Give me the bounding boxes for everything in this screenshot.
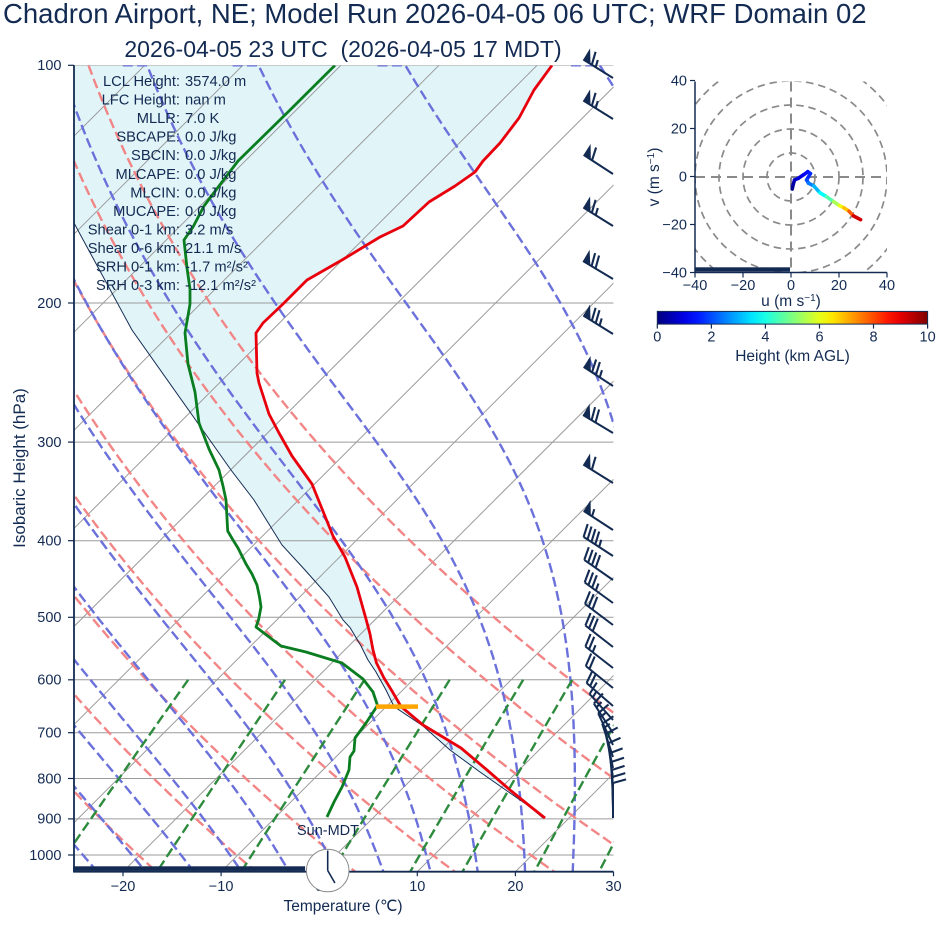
svg-text:100: 100	[37, 58, 61, 74]
svg-text:600: 600	[37, 673, 61, 689]
svg-text:LCL Height:: LCL Height:	[103, 74, 180, 90]
svg-text:10: 10	[409, 879, 425, 895]
svg-text:300: 300	[37, 435, 61, 451]
svg-text:MUCAPE:: MUCAPE:	[113, 204, 180, 220]
svg-text:0: 0	[679, 169, 687, 185]
svg-text:800: 800	[37, 771, 61, 787]
svg-text:7.0 K: 7.0 K	[185, 111, 219, 127]
svg-text:2: 2	[707, 330, 715, 346]
svg-text:Shear 0-1 km:: Shear 0-1 km:	[88, 222, 180, 238]
svg-text:20: 20	[507, 879, 523, 895]
svg-text:10: 10	[920, 330, 936, 346]
svg-text:MLLR:: MLLR:	[137, 111, 180, 127]
svg-text:0.0 J/kg: 0.0 J/kg	[185, 148, 236, 164]
svg-text:700: 700	[37, 726, 61, 742]
svg-text:−20: −20	[731, 278, 756, 294]
svg-text:-12.1 m²/s²: -12.1 m²/s²	[185, 278, 256, 294]
svg-text:Temperature (℃): Temperature (℃)	[283, 898, 402, 915]
svg-text:nan m: nan m	[185, 93, 226, 109]
svg-text:3.2 m/s: 3.2 m/s	[185, 222, 233, 238]
svg-text:20: 20	[671, 121, 687, 137]
svg-text:0.0 J/kg: 0.0 J/kg	[185, 185, 236, 201]
svg-text:Height (km AGL): Height (km AGL)	[735, 348, 850, 365]
svg-text:0: 0	[787, 278, 795, 294]
svg-text:0.0 J/kg: 0.0 J/kg	[185, 130, 236, 146]
svg-text:SBCIN:: SBCIN:	[131, 148, 180, 164]
svg-text:−20: −20	[111, 879, 136, 895]
svg-text:6: 6	[815, 330, 823, 346]
svg-text:−10: −10	[209, 879, 234, 895]
svg-text:MLCAPE:: MLCAPE:	[116, 167, 180, 183]
svg-text:−20: −20	[662, 217, 687, 233]
svg-text:Sun-MDT: Sun-MDT	[297, 823, 359, 839]
svg-text:Isobaric Height (hPa): Isobaric Height (hPa)	[10, 388, 29, 548]
svg-text:1000: 1000	[29, 848, 61, 864]
svg-text:SRH 0-1 km:: SRH 0-1 km:	[96, 260, 180, 276]
svg-text:3574.0 m: 3574.0 m	[185, 74, 246, 90]
svg-text:40: 40	[671, 73, 687, 89]
svg-text:30: 30	[605, 879, 621, 895]
svg-text:LFC Height:: LFC Height:	[102, 93, 180, 109]
svg-text:40: 40	[879, 278, 895, 294]
svg-text:0: 0	[653, 330, 661, 346]
svg-text:21.1 m/s: 21.1 m/s	[185, 241, 241, 257]
svg-text:8: 8	[869, 330, 877, 346]
svg-text:SRH 0-3 km:: SRH 0-3 km:	[96, 278, 180, 294]
svg-text:20: 20	[831, 278, 847, 294]
svg-text:900: 900	[37, 812, 61, 828]
svg-text:2026-04-05 23 UTC (2026-04-05: 2026-04-05 23 UTC (2026-04-05 17 MDT)	[124, 36, 561, 62]
svg-text:MLCIN:: MLCIN:	[130, 185, 180, 201]
svg-text:−40: −40	[683, 278, 708, 294]
svg-text:500: 500	[37, 610, 61, 626]
svg-text:200: 200	[37, 296, 61, 312]
svg-text:4: 4	[761, 330, 769, 346]
svg-text:0.0 J/kg: 0.0 J/kg	[185, 204, 236, 220]
svg-text:400: 400	[37, 534, 61, 550]
svg-text:−40: −40	[662, 265, 687, 281]
svg-text:Shear 0-6 km:: Shear 0-6 km:	[88, 241, 180, 257]
svg-text:Chadron Airport, NE; Model Run: Chadron Airport, NE; Model Run 2026-04-0…	[3, 0, 867, 29]
svg-text:SBCAPE:: SBCAPE:	[116, 130, 180, 146]
svg-text:-1.7 m²/s²: -1.7 m²/s²	[185, 260, 248, 276]
svg-text:0.0 J/kg: 0.0 J/kg	[185, 167, 236, 183]
